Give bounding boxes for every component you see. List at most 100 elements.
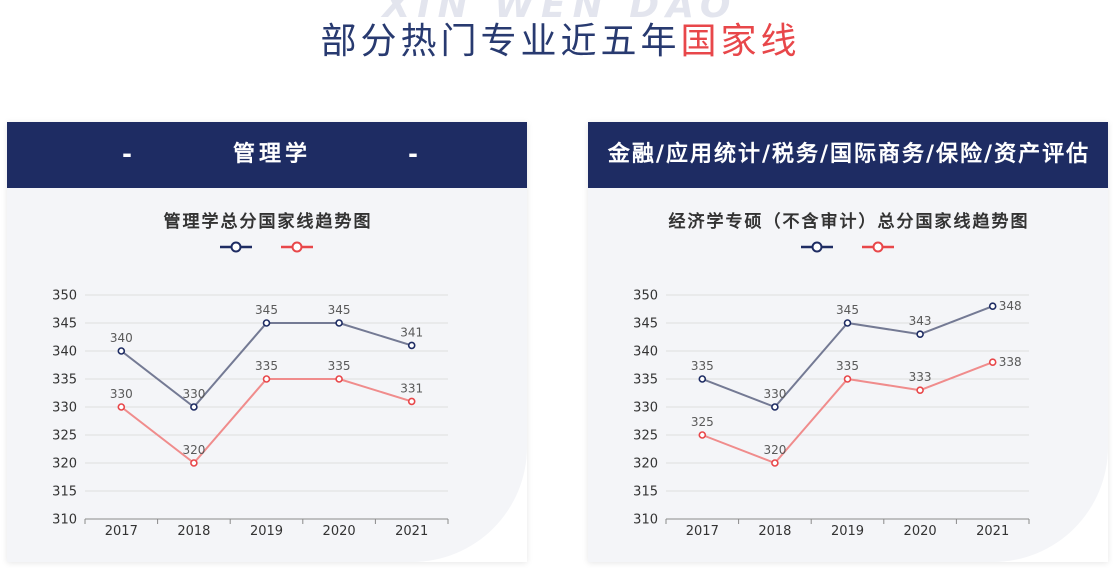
series-2-data-label: 335 xyxy=(836,359,859,373)
chart-title: 经济学专硕（不含审计）总分国家线趋势图 xyxy=(668,212,1030,232)
legend xyxy=(801,241,894,253)
series-1-data-label: 345 xyxy=(836,303,859,317)
y-tick-label: 345 xyxy=(633,317,658,332)
series-2-data-label: 325 xyxy=(691,415,714,429)
series-1-point xyxy=(843,319,852,327)
series-1-data-label: 330 xyxy=(763,387,786,401)
series-1-point xyxy=(771,403,779,411)
series-points xyxy=(117,319,416,467)
x-tick-label: 2020 xyxy=(904,524,937,539)
series-2-point xyxy=(916,386,924,394)
gridlines xyxy=(85,294,448,492)
x-tick-label: 2019 xyxy=(831,524,864,539)
series-1-point xyxy=(916,330,924,338)
series-2-data-label: 335 xyxy=(328,359,351,373)
series-2-point xyxy=(698,431,707,439)
series-1-data-label: 330 xyxy=(182,387,205,401)
series-1-point xyxy=(407,341,416,350)
series-2-point xyxy=(190,459,198,467)
x-tick-label: 2018 xyxy=(177,524,210,539)
data-labels: 335 330 345 343 348 325 320 335 333 338 xyxy=(691,299,1022,457)
data-labels: 340 330 345 345 341 330 320 335 335 331 xyxy=(110,303,423,457)
card-management: - 管理学 - 管理学总分国家线趋势图 310 315 320 325 330 335 34… xyxy=(7,122,527,562)
series-2-point xyxy=(771,459,779,467)
x-tick-label: 2021 xyxy=(976,524,1009,539)
series-1-data-label: 341 xyxy=(400,325,423,339)
y-tick-label: 310 xyxy=(633,513,658,528)
y-tick-label: 315 xyxy=(633,485,658,500)
series-1-data-label: 343 xyxy=(909,314,932,328)
series-1-point xyxy=(698,375,707,383)
series-1-data-label: 335 xyxy=(691,359,714,373)
series-1-data-label: 348 xyxy=(999,299,1022,313)
chart-panel: 管理学总分国家线趋势图 310 315 320 325 330 335 340 345 350 2… xyxy=(7,188,527,562)
series-1-data-label: 345 xyxy=(328,303,351,317)
y-tick-label: 330 xyxy=(52,401,77,416)
x-tick-label: 2019 xyxy=(250,524,283,539)
y-tick-label: 325 xyxy=(52,429,77,444)
x-tick-label: 2018 xyxy=(758,524,791,539)
series-2-data-label: 320 xyxy=(182,443,205,457)
series-lines xyxy=(120,322,412,464)
series-2-point xyxy=(262,375,271,383)
legend-series-1-marker xyxy=(811,241,823,253)
series-2-data-label: 338 xyxy=(999,355,1022,369)
page-title: 部分热门专业近五年国家线 xyxy=(0,18,1113,66)
y-axis: 310 315 320 325 330 335 340 345 350 xyxy=(633,289,658,528)
x-tick-label: 2017 xyxy=(105,524,138,539)
series-2-line xyxy=(120,378,412,464)
y-tick-label: 335 xyxy=(52,373,77,388)
y-tick-label: 340 xyxy=(52,345,77,360)
series-2-point xyxy=(407,397,416,406)
legend-series-1-marker xyxy=(230,241,242,253)
y-tick-label: 320 xyxy=(633,457,658,472)
x-tick-label: 2021 xyxy=(395,524,428,539)
watermark-text: XIN WEN DAO xyxy=(382,0,738,26)
legend-series-2-marker xyxy=(872,241,884,253)
series-1-point xyxy=(988,302,997,310)
y-tick-label: 325 xyxy=(633,429,658,444)
legend-series-2-marker xyxy=(291,241,303,253)
series-2-data-label: 331 xyxy=(400,381,423,395)
page-title-highlight: 国家线 xyxy=(680,21,801,62)
y-tick-label: 340 xyxy=(633,345,658,360)
page-title-main: 部分热门专业近五年 xyxy=(320,21,681,62)
y-tick-label: 335 xyxy=(633,373,658,388)
y-tick-label: 350 xyxy=(633,289,658,304)
header-dash-right: - xyxy=(408,140,418,168)
series-2-data-label: 320 xyxy=(763,443,786,457)
chart-panel: 经济学专硕（不含审计）总分国家线趋势图 310 315 320 325 330 335 34… xyxy=(588,188,1108,562)
series-1-point xyxy=(190,403,198,411)
card-economics: 金融/应用统计/税务/国际商务/保险/资产评估 经济学专硕（不含审计）总分国家线… xyxy=(588,122,1108,562)
legend xyxy=(220,241,313,253)
series-points xyxy=(698,302,997,467)
card-header-title: 管理学 xyxy=(232,142,311,167)
series-2-point xyxy=(335,375,343,383)
y-tick-label: 310 xyxy=(52,513,77,528)
chart-title: 管理学总分国家线趋势图 xyxy=(163,212,373,232)
card-header: 金融/应用统计/税务/国际商务/保险/资产评估 xyxy=(588,122,1108,188)
y-tick-label: 320 xyxy=(52,457,77,472)
series-2-point xyxy=(988,358,997,366)
series-lines xyxy=(701,305,994,464)
card-header: - 管理学 - xyxy=(7,122,527,188)
series-2-point xyxy=(843,375,852,383)
y-tick-label: 345 xyxy=(52,317,77,332)
series-2-point xyxy=(117,403,126,411)
series-1-point xyxy=(262,319,271,327)
series-1-point xyxy=(117,347,126,355)
series-2-data-label: 335 xyxy=(255,359,278,373)
y-tick-label: 330 xyxy=(633,401,658,416)
line-chart: 310 315 320 325 330 335 340 345 350 2017 2018 2019 2… xyxy=(52,241,449,539)
series-1-point xyxy=(335,319,343,327)
y-axis: 310 315 320 325 330 335 340 345 350 xyxy=(52,289,77,528)
series-1-data-label: 340 xyxy=(110,331,133,345)
y-tick-label: 350 xyxy=(52,289,77,304)
x-axis: 2017 2018 2019 2020 2021 xyxy=(84,518,449,539)
y-tick-label: 315 xyxy=(52,485,77,500)
series-1-data-label: 345 xyxy=(255,303,278,317)
card-header-title: 金融/应用统计/税务/国际商务/保险/资产评估 xyxy=(607,142,1091,167)
series-2-data-label: 330 xyxy=(110,387,133,401)
